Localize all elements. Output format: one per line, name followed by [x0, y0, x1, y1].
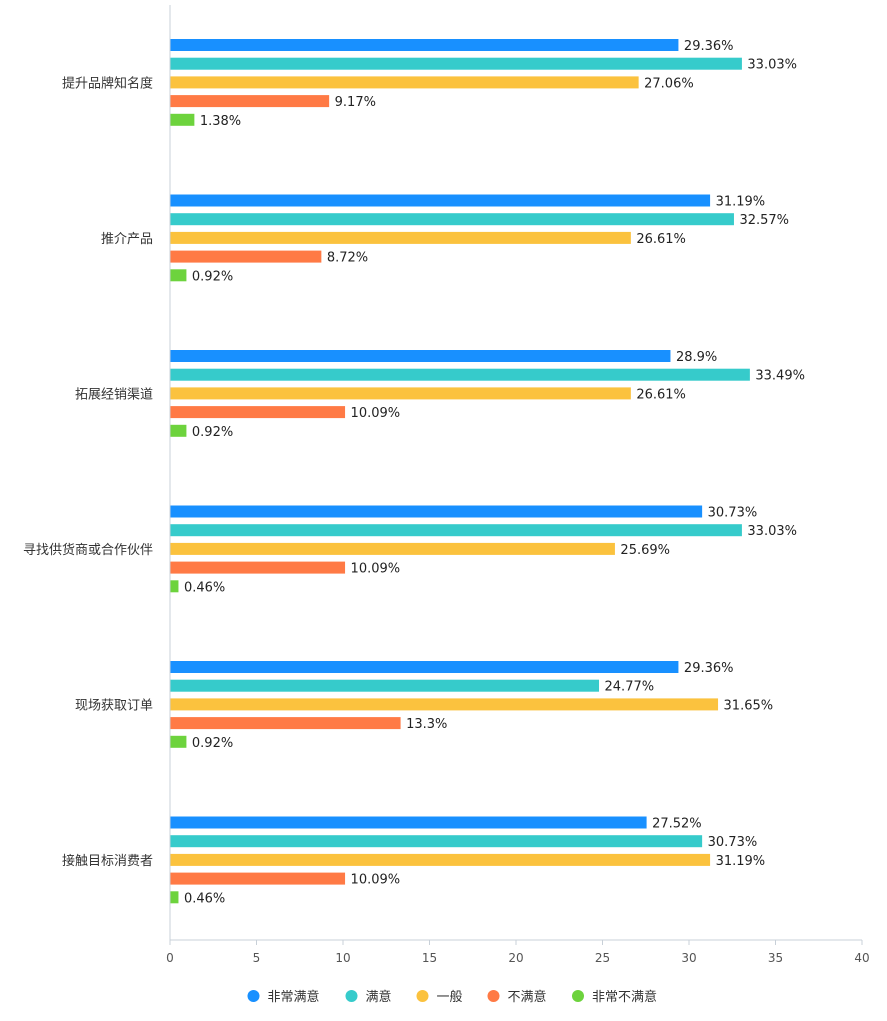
bar-value-label: 27.06% — [644, 76, 694, 91]
bar[interactable] — [170, 39, 679, 51]
legend-item[interactable]: 非常满意 — [247, 989, 320, 1005]
bar-value-label: 13.3% — [406, 717, 447, 732]
bar[interactable] — [170, 698, 719, 711]
bar[interactable] — [170, 853, 711, 866]
bar[interactable] — [170, 717, 401, 730]
bar-value-label: 26.61% — [636, 232, 686, 247]
bar-value-label: 0.92% — [192, 736, 233, 751]
category-label: 提升品牌知名度 — [62, 75, 153, 91]
category-label: 现场获取订单 — [75, 698, 153, 713]
legend-item[interactable]: 非常不满意 — [572, 989, 657, 1005]
legend-marker — [247, 990, 260, 1002]
value-labels-layer: 29.36% 33.03% 27.06% 9.17% 1.38% 31.19% 32.57%… — [184, 39, 805, 906]
bar[interactable] — [170, 891, 179, 904]
bar[interactable] — [170, 679, 600, 692]
bar[interactable] — [170, 76, 639, 89]
bar-value-label: 0.46% — [184, 891, 225, 906]
bar[interactable] — [170, 350, 671, 362]
x-tick-label: 5 — [253, 951, 261, 965]
x-tick-label: 10 — [335, 951, 350, 965]
legend-marker — [345, 990, 358, 1002]
x-tick-label: 0 — [166, 951, 174, 965]
bar[interactable] — [170, 872, 346, 885]
bar[interactable] — [170, 368, 750, 381]
bar[interactable] — [170, 542, 615, 555]
bar-value-label: 33.03% — [747, 58, 797, 73]
legend-item[interactable]: 不满意 — [487, 989, 547, 1005]
bar-value-label: 10.09% — [351, 406, 401, 421]
bar[interactable] — [170, 580, 179, 593]
bar-value-label: 33.49% — [755, 369, 805, 384]
legend-marker — [572, 990, 584, 1002]
axes-layer: 0 5 10 15 20 25 30 35 40 — [166, 5, 870, 965]
legend-marker — [487, 990, 500, 1002]
bar-value-label: 26.61% — [636, 387, 686, 402]
bar[interactable] — [170, 661, 679, 673]
bar-value-label: 24.77% — [605, 680, 655, 695]
bar-value-label: 25.69% — [620, 543, 670, 558]
bar-value-label: 1.38% — [200, 114, 241, 129]
bar-value-label: 0.92% — [192, 425, 233, 440]
legend-label: 一般 — [437, 989, 463, 1005]
bar-value-label: 33.03% — [747, 524, 797, 539]
category-label: 接触目标消费者 — [62, 853, 153, 869]
bar[interactable] — [170, 231, 631, 244]
bar-value-label: 28.9% — [676, 350, 717, 365]
category-label: 寻找供货商或合作伙伴 — [23, 542, 153, 558]
x-tick-label: 15 — [422, 951, 437, 965]
legend-label: 非常不满意 — [592, 989, 657, 1005]
bar[interactable] — [170, 816, 647, 829]
bar-value-label: 31.19% — [716, 854, 766, 869]
bar[interactable] — [170, 113, 195, 126]
bar-value-label: 27.52% — [652, 817, 702, 832]
legend-label: 不满意 — [508, 989, 547, 1005]
legend-item[interactable]: 一般 — [416, 989, 463, 1005]
category-label: 拓展经销渠道 — [75, 387, 153, 402]
bar[interactable] — [170, 505, 703, 518]
bar-value-label: 29.36% — [684, 39, 734, 54]
bar-value-label: 30.73% — [708, 506, 758, 521]
bar-value-label: 30.73% — [708, 835, 758, 850]
bar-value-label: 31.19% — [716, 195, 766, 210]
bar-value-label: 32.57% — [739, 213, 789, 228]
bar-value-label: 31.65% — [724, 698, 774, 713]
x-tick-label: 30 — [681, 951, 696, 965]
bar-value-label: 0.92% — [192, 269, 233, 284]
bar-value-label: 9.17% — [335, 95, 376, 110]
bars-layer — [170, 39, 750, 904]
x-tick-label: 20 — [508, 951, 523, 965]
bar[interactable] — [170, 735, 187, 748]
bar[interactable] — [170, 57, 742, 70]
bar[interactable] — [170, 250, 322, 263]
bar[interactable] — [170, 561, 346, 574]
bar-value-label: 10.09% — [351, 873, 401, 888]
bar[interactable] — [170, 424, 187, 437]
x-tick-label: 40 — [854, 951, 869, 965]
bar-value-label: 10.09% — [351, 562, 401, 577]
bar[interactable] — [170, 835, 703, 848]
legend[interactable]: 非常满意 满意 一般 不满意 非常不满意 — [247, 989, 658, 1005]
legend-label: 满意 — [366, 989, 392, 1005]
category-label: 推介产品 — [101, 232, 153, 247]
bar[interactable] — [170, 194, 711, 207]
legend-item[interactable]: 满意 — [345, 989, 392, 1005]
bar[interactable] — [170, 406, 346, 419]
bar[interactable] — [170, 95, 330, 108]
bar[interactable] — [170, 524, 742, 537]
bar-value-label: 29.36% — [684, 661, 734, 676]
bar[interactable] — [170, 387, 631, 400]
bar-value-label: 0.46% — [184, 580, 225, 595]
legend-marker — [416, 990, 429, 1002]
x-tick-label: 25 — [595, 951, 610, 965]
bar-value-label: 8.72% — [327, 251, 368, 266]
bar[interactable] — [170, 213, 734, 226]
x-tick-label: 35 — [768, 951, 783, 965]
legend-label: 非常满意 — [268, 989, 320, 1005]
bar[interactable] — [170, 269, 187, 282]
